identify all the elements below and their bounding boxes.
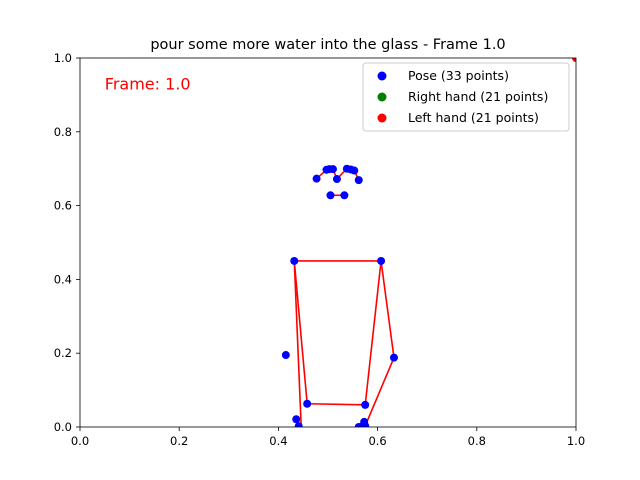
legend-marker bbox=[377, 71, 387, 81]
y-tick-label: 0.4 bbox=[54, 272, 72, 286]
skeleton-connection bbox=[307, 402, 366, 406]
legend-box bbox=[362, 62, 570, 132]
data-point-series-0 bbox=[312, 174, 321, 183]
data-point-series-0 bbox=[350, 166, 359, 175]
skeleton-connection bbox=[364, 357, 395, 427]
x-tick-label: 0.2 bbox=[170, 434, 188, 448]
data-point-series-0 bbox=[303, 399, 312, 408]
data-point-series-0 bbox=[389, 353, 398, 362]
data-point-series-0 bbox=[328, 165, 337, 174]
chart-title: pour some more water into the glass - Fr… bbox=[150, 37, 505, 53]
data-point-series-0 bbox=[377, 256, 386, 265]
data-point-series-2 bbox=[572, 58, 576, 62]
data-point-series-0 bbox=[294, 422, 303, 427]
y-tick-label: 0.8 bbox=[54, 125, 72, 139]
x-tick-label: 0.4 bbox=[269, 434, 287, 448]
data-point-series-0 bbox=[361, 421, 370, 427]
y-tick-label: 0.6 bbox=[54, 199, 72, 213]
skeleton-connection bbox=[293, 260, 308, 404]
skeleton-connection bbox=[380, 260, 395, 358]
data-point-series-0 bbox=[281, 351, 290, 360]
x-tick-label: 0.8 bbox=[468, 434, 486, 448]
legend-label: Left hand (21 points) bbox=[408, 110, 539, 125]
data-point-series-0 bbox=[292, 415, 301, 424]
data-point-series-0 bbox=[326, 191, 335, 200]
y-tick-label: 0.2 bbox=[54, 346, 72, 360]
data-point-series-0 bbox=[340, 191, 349, 200]
data-point-series-0 bbox=[332, 175, 341, 184]
x-tick-label: 0.6 bbox=[368, 434, 386, 448]
y-tick-label: 0.0 bbox=[54, 420, 72, 434]
y-tick-label: 1.0 bbox=[54, 51, 72, 65]
data-point-series-0 bbox=[354, 176, 363, 185]
axes-frame bbox=[79, 57, 577, 428]
data-point-series-0 bbox=[354, 423, 363, 427]
x-tick-label: 0.0 bbox=[71, 434, 89, 448]
legend-label: Right hand (21 points) bbox=[408, 89, 548, 104]
skeleton-connection bbox=[364, 260, 382, 405]
skeleton-connection bbox=[293, 260, 303, 427]
data-point-series-0 bbox=[290, 256, 299, 265]
legend-label: Pose (33 points) bbox=[408, 68, 509, 83]
x-tick-label: 1.0 bbox=[567, 434, 585, 448]
plot-area: 0.0 0.2 0.4 0.6 0.8 1.0 0.0 0.2 0.4 0.6 0.8 1.0 Fram… bbox=[54, 51, 585, 448]
data-point-series-0 bbox=[361, 400, 370, 409]
legend-marker bbox=[377, 113, 387, 123]
frame-annotation: Frame: 1.0 bbox=[105, 74, 191, 93]
legend-marker bbox=[377, 92, 387, 102]
